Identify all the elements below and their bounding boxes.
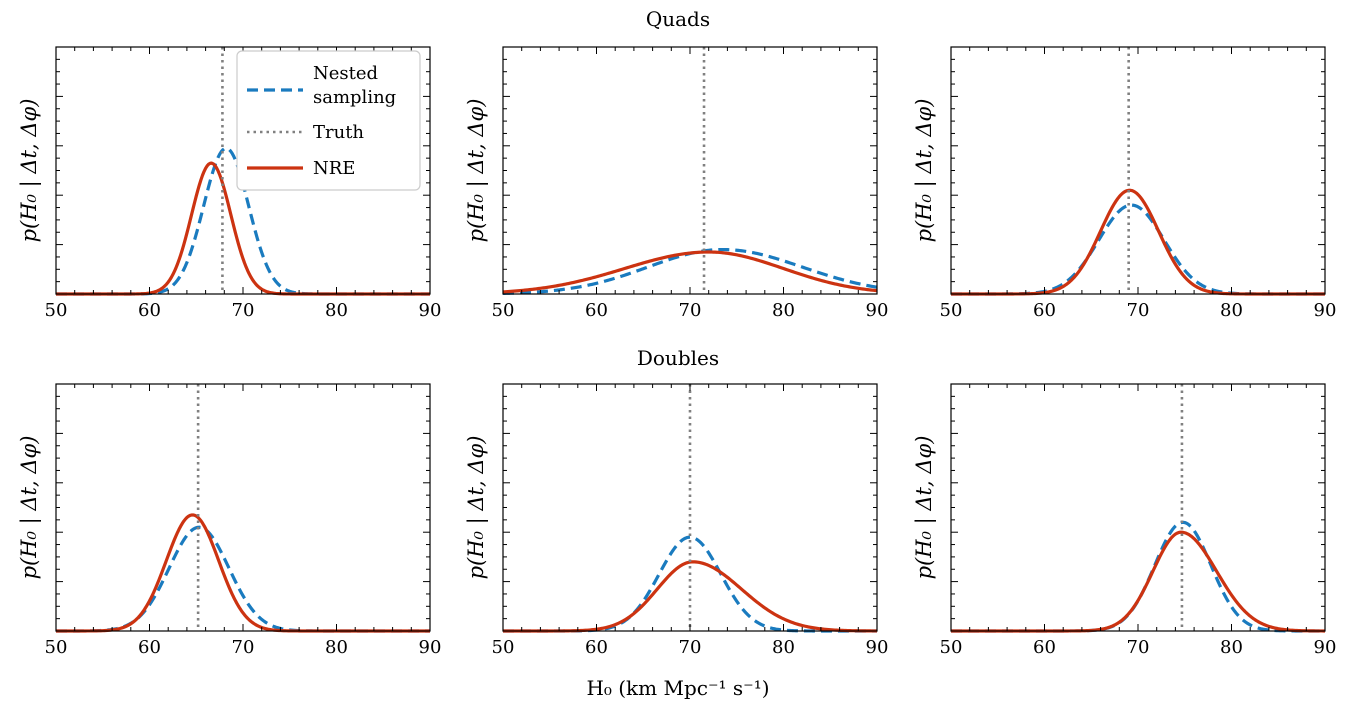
panels: 50 60 70 80 90 p(H₀ | Δt, Δφ) Nested sampling Tr…	[17, 46, 1337, 658]
x-tick-label: 60	[1033, 300, 1056, 321]
x-tick-label: 80	[772, 300, 795, 321]
panel-doubles-2: 50 60 70 80 90 p(H₀ | Δt, Δφ)	[464, 383, 889, 658]
legend-box	[236, 50, 421, 191]
x-tick-label: 80	[325, 300, 348, 321]
legend-label-nested: sampling	[313, 87, 396, 108]
x-tick-label: 90	[1314, 637, 1337, 658]
x-tick-label: 50	[492, 637, 515, 658]
x-tick-label: 80	[1220, 300, 1243, 321]
x-tick-label: 50	[45, 300, 68, 321]
y-axis-label: p(H₀ | Δt, Δφ)	[17, 436, 42, 580]
x-tick-label: 50	[45, 637, 68, 658]
x-tick-label: 60	[585, 300, 608, 321]
panel-doubles-1: 50 60 70 80 90 p(H₀ | Δt, Δφ)	[17, 383, 442, 658]
x-tick-label: 60	[1033, 637, 1056, 658]
legend-label-nested: Nested	[313, 63, 378, 84]
nested-sampling-curve	[950, 520, 1326, 633]
y-axis-label: p(H₀ | Δt, Δφ)	[912, 99, 937, 243]
y-axis-label: p(H₀ | Δt, Δφ)	[464, 436, 489, 580]
legend-label-nre: NRE	[313, 158, 355, 179]
panel-quads-2: 50 60 70 80 90 p(H₀ | Δt, Δφ)	[464, 46, 889, 321]
row-title-quads: Quads	[646, 7, 710, 31]
x-tick-label: 50	[492, 300, 515, 321]
legend: Nested sampling Truth NRE	[236, 50, 421, 191]
row-title-doubles: Doubles	[637, 346, 719, 370]
x-tick-label: 90	[866, 637, 889, 658]
y-axis-label: p(H₀ | Δt, Δφ)	[464, 99, 489, 243]
x-tick-label: 90	[419, 637, 442, 658]
x-tick-label: 60	[138, 637, 161, 658]
x-tick-label: 50	[940, 637, 963, 658]
x-tick-label: 70	[1127, 637, 1150, 658]
x-tick-label: 70	[232, 300, 255, 321]
x-axis-label: H₀ (km Mpc⁻¹ s⁻¹)	[586, 676, 769, 700]
x-tick-label: 70	[679, 300, 702, 321]
panel-quads-3: 50 60 70 80 90 p(H₀ | Δt, Δφ)	[912, 46, 1337, 321]
x-tick-label: 70	[1127, 300, 1150, 321]
panel-doubles-3: 50 60 70 80 90 p(H₀ | Δt, Δφ)	[912, 383, 1337, 658]
legend-label-truth: Truth	[313, 122, 364, 143]
x-tick-label: 80	[1220, 637, 1243, 658]
x-tick-label: 70	[679, 637, 702, 658]
y-axis-label: p(H₀ | Δt, Δφ)	[17, 99, 42, 243]
x-tick-label: 50	[940, 300, 963, 321]
x-tick-label: 60	[138, 300, 161, 321]
x-tick-label: 90	[1314, 300, 1337, 321]
y-axis-label: p(H₀ | Δt, Δφ)	[912, 436, 937, 580]
x-tick-label: 80	[772, 637, 795, 658]
panel-quads-1: 50 60 70 80 90 p(H₀ | Δt, Δφ) Nested sampling Tr…	[17, 46, 442, 321]
nre-curve	[502, 250, 878, 294]
x-tick-label: 90	[419, 300, 442, 321]
x-tick-label: 80	[325, 637, 348, 658]
x-tick-label: 70	[232, 637, 255, 658]
x-tick-label: 90	[866, 300, 889, 321]
x-tick-label: 60	[585, 637, 608, 658]
